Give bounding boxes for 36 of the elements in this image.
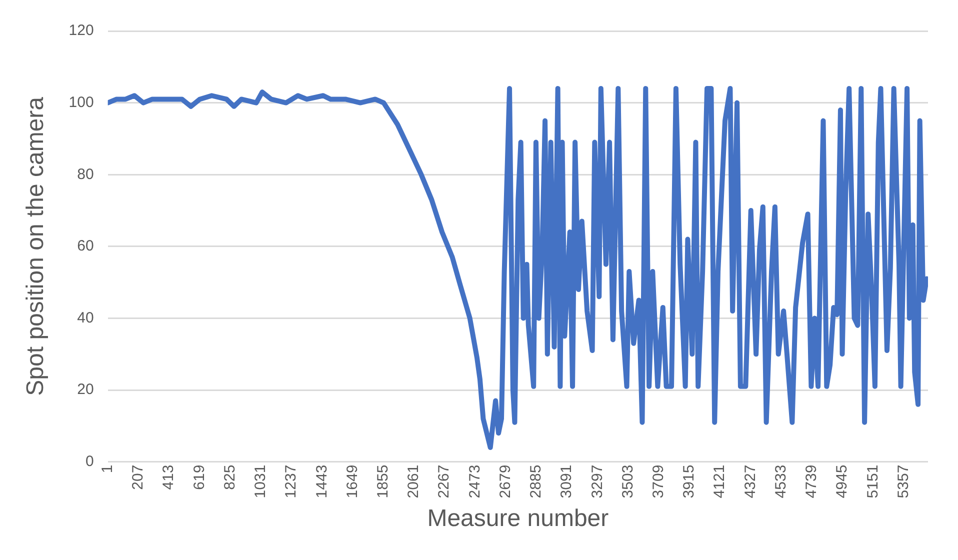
- y-axis-title: Spot position on the camera: [22, 96, 50, 396]
- x-tick-label: 2061: [405, 464, 422, 498]
- y-tick-label: 40: [77, 309, 94, 326]
- x-tick-label: 3091: [558, 464, 576, 498]
- x-tick-label: 3709: [650, 464, 668, 498]
- x-tick-label: 2473: [466, 464, 484, 498]
- x-axis-title: Measure number: [427, 505, 609, 532]
- y-tick-label: 100: [68, 94, 94, 111]
- x-tick-label: 1031: [252, 464, 270, 498]
- x-tick-label: 3297: [588, 464, 606, 498]
- x-tick-label: 1: [98, 464, 116, 474]
- x-tick-label: 1237: [282, 464, 300, 498]
- x-tick-label: 619: [190, 464, 208, 490]
- y-tick-label: 20: [77, 381, 94, 398]
- x-tick-label: 5357: [894, 464, 912, 498]
- x-tick-label: 4121: [711, 464, 728, 498]
- x-tick-label: 2885: [528, 464, 545, 498]
- x-tick-label: 825: [221, 464, 238, 490]
- x-tick-label: 1855: [374, 464, 392, 498]
- y-tick-label: 60: [77, 238, 94, 255]
- x-tick-label: 413: [160, 464, 178, 490]
- x-tick-label: 2267: [436, 464, 453, 498]
- x-tick-label: 4327: [742, 464, 759, 498]
- x-tick-label: 4739: [803, 464, 820, 498]
- x-tick-label: 5151: [864, 464, 882, 498]
- x-tick-label: 4533: [772, 464, 790, 498]
- x-tick-label: 3915: [680, 464, 698, 498]
- x-tick-label: 3503: [619, 464, 636, 498]
- x-tick-label: 1649: [344, 464, 361, 498]
- x-tick-label: 4945: [834, 464, 851, 498]
- x-tick-label: 2679: [496, 464, 514, 498]
- x-tick-label: 207: [130, 464, 147, 490]
- y-tick-label: 80: [77, 166, 94, 183]
- x-tick-label: 1443: [313, 464, 330, 498]
- y-tick-label: 0: [85, 452, 94, 470]
- y-tick-label: 120: [68, 22, 94, 40]
